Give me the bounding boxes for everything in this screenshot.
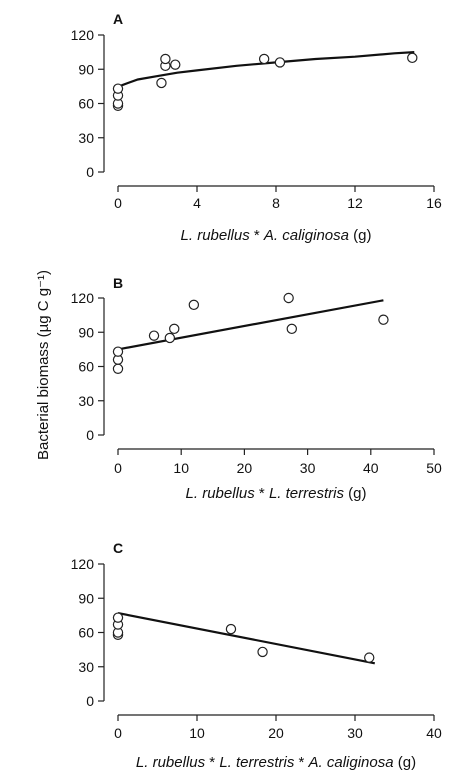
y-tick-label: 90 (78, 61, 94, 77)
data-point (378, 314, 389, 325)
panel-label: B (113, 275, 123, 291)
x-axis-label: L. rubellus * L. terrestris (g) (186, 485, 367, 502)
x-tick-label: 10 (173, 460, 189, 476)
data-point (112, 363, 124, 374)
data-point (225, 623, 237, 635)
data-point (156, 77, 167, 89)
y-tick-label: 0 (86, 427, 94, 443)
x-tick-label: 0 (114, 195, 122, 211)
y-axis-label: Bacterial biomass (µg C g⁻¹) (35, 270, 52, 460)
x-label-text: * (205, 754, 219, 771)
panel-a: 0 4 8 12 16 0 30 60 90 120 A L. rubellus * A. calig… (71, 11, 442, 244)
y-tick-label: 60 (78, 96, 94, 112)
data-point (258, 53, 270, 65)
data-point (407, 52, 418, 64)
y-tick-label: 90 (78, 324, 94, 340)
data-point (112, 83, 124, 94)
y-tick-label: 120 (71, 290, 95, 306)
data-point (164, 332, 176, 344)
x-label-species: L. terrestris (269, 485, 345, 502)
data-point (112, 612, 124, 623)
y-tick-label: 120 (71, 27, 95, 43)
x-tick-label: 40 (426, 725, 442, 741)
y-tick-label: 90 (78, 590, 94, 606)
y-tick-label: 30 (78, 393, 94, 409)
panel-c: 0 10 20 30 40 0 30 60 90 120 C L. rubellus * L. ter… (71, 540, 442, 771)
data-point (160, 53, 171, 65)
data-point (169, 323, 180, 335)
fit-line (117, 612, 376, 665)
x-label-text: * (250, 227, 264, 244)
x-tick-label: 50 (426, 460, 442, 476)
x-tick-label: 40 (363, 460, 379, 476)
x-axis-label: L. rubellus * L. terrestris * A. caligin… (136, 754, 416, 771)
x-tick-label: 0 (114, 460, 122, 476)
data-point (170, 59, 181, 70)
fit-line (117, 51, 415, 91)
fit-line (117, 299, 384, 351)
y-tick-label: 0 (86, 693, 94, 709)
x-tick-label: 30 (347, 725, 363, 741)
data-point (364, 652, 375, 663)
data-point (148, 330, 160, 341)
y-tick-label: 30 (78, 130, 94, 146)
data-point (283, 292, 294, 304)
x-axis-label: L. rubellus * A. caliginosa (g) (181, 227, 372, 244)
x-tick-label: 4 (193, 195, 201, 211)
y-tick-label: 60 (78, 625, 94, 641)
x-label-species: L. rubellus (186, 485, 256, 502)
data-point (188, 299, 200, 311)
x-label-text: * (294, 754, 308, 771)
x-label-species: A. caliginosa (263, 227, 349, 244)
panel-b: 0 10 20 30 40 50 0 30 60 90 120 B L. rubellus * L. t… (71, 275, 442, 502)
x-tick-label: 20 (237, 460, 253, 476)
y-tick-label: 30 (78, 659, 94, 675)
x-label-species: L. rubellus (136, 754, 206, 771)
x-tick-label: 30 (300, 460, 316, 476)
x-label-text: (g) (344, 485, 367, 502)
x-label-species: A. caliginosa (308, 754, 394, 771)
x-label-text: (g) (394, 754, 417, 771)
panel-label: A (113, 11, 123, 27)
x-tick-label: 16 (426, 195, 442, 211)
y-tick-label: 120 (71, 556, 95, 572)
data-point (274, 57, 286, 68)
x-tick-label: 0 (114, 725, 122, 741)
x-label-species: L. terrestris (219, 754, 295, 771)
panel-label: C (113, 540, 123, 556)
x-tick-label: 20 (268, 725, 284, 741)
x-label-species: L. rubellus (181, 227, 251, 244)
x-label-text: * (255, 485, 269, 502)
data-point (286, 323, 297, 335)
data-point (112, 346, 124, 357)
y-tick-label: 60 (78, 359, 94, 375)
x-tick-label: 10 (189, 725, 205, 741)
x-tick-label: 8 (272, 195, 280, 211)
data-point (257, 646, 268, 658)
x-label-text: (g) (349, 227, 372, 244)
y-tick-label: 0 (86, 164, 94, 180)
x-tick-label: 12 (347, 195, 363, 211)
